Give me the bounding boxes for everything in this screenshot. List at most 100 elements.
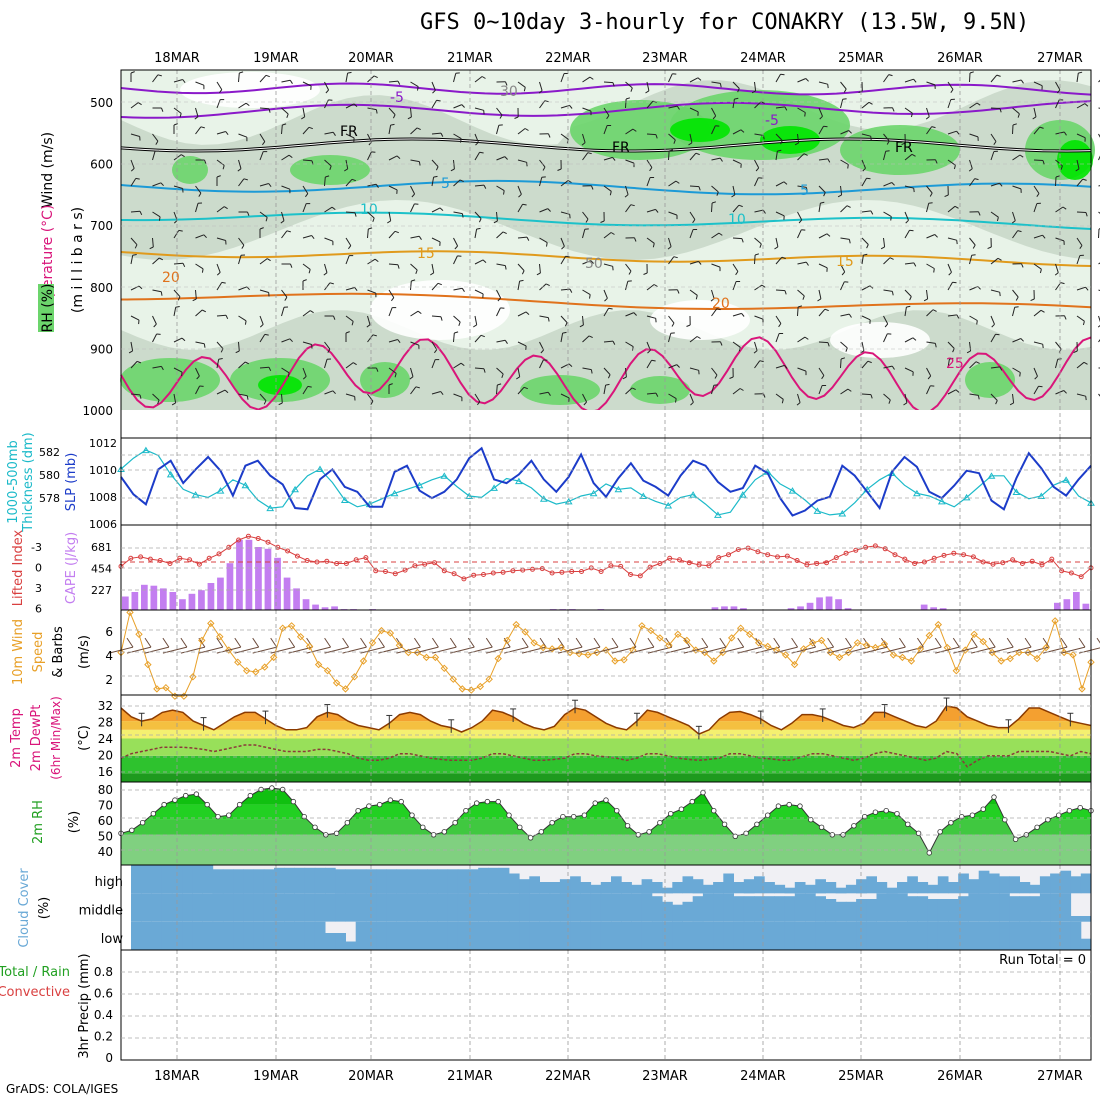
cloud-middle-cell (356, 893, 367, 921)
cloud-low-cell (642, 922, 653, 950)
mb-tick-label: 1000 (82, 404, 113, 418)
rh2m-tick: 70 (98, 799, 113, 813)
wind-barb-flag (871, 136, 872, 140)
cloud-middle-cell (223, 893, 234, 921)
cloud-high-cell (1050, 874, 1061, 894)
slp-tick: 1010 (89, 464, 117, 477)
wind-barb-flag (563, 332, 567, 333)
cape-bar (189, 594, 196, 610)
x-tick-label-bottom: 24MAR (740, 1069, 786, 1084)
cloud-high-cell (683, 876, 694, 893)
cloud-high-cell (866, 876, 877, 893)
cape-bar (227, 563, 234, 610)
wind-barb-10m-flag (235, 638, 241, 647)
cloud-high-cell (713, 882, 724, 893)
cloud-middle-cell (764, 896, 775, 922)
cloud-low-cell (478, 922, 489, 950)
cloud-low-cell (938, 922, 949, 950)
cloud-low-cell (540, 922, 551, 950)
chart-title: GFS 0~10day 3-hourly for CONAKRY (13.5W,… (420, 10, 1029, 35)
cloud-low-cell (223, 922, 234, 950)
cloud-high-cell (550, 882, 561, 893)
wind-barb-flag (781, 74, 785, 75)
wind-barb-10m-flag (253, 638, 259, 647)
wind-barb-flag (1015, 307, 1019, 308)
cloud-low-cell (683, 922, 694, 950)
rh-2m-point (755, 822, 760, 827)
wind-barb-flag (867, 178, 871, 179)
rh-2m-point (776, 804, 781, 809)
rh-moist-patch (670, 118, 730, 142)
mb-tick-label: 900 (90, 342, 113, 356)
cloud-low-cell (836, 922, 847, 950)
cloud-high-cell (1009, 876, 1020, 893)
cape-bar (217, 578, 224, 610)
rh-2m-point (130, 828, 135, 833)
wind-barb-flag (161, 292, 162, 296)
wind-barb (776, 290, 785, 291)
temp-band (121, 756, 1091, 773)
cloud-middle-cell (284, 893, 295, 921)
cloud-high-cell (836, 888, 847, 894)
cloud-middle-cell (325, 893, 336, 921)
wind10-tick: 6 (105, 625, 113, 639)
cloud-high-cell (243, 869, 254, 893)
cloud-middle-cell (1060, 893, 1071, 921)
cloud-low-cell (611, 922, 622, 950)
cloud-low-cell (785, 922, 796, 950)
thickness-line (121, 450, 1091, 515)
wind-barb-flag (957, 240, 958, 244)
wind-barb-flag (843, 99, 847, 100)
cape-bar (331, 606, 338, 610)
ylabel-temp2m-3: (6hr Min/Max) (49, 696, 63, 780)
cloud-low-cell (151, 922, 162, 950)
wind-barb-flag (133, 255, 137, 256)
contour-label: 5 (800, 183, 809, 199)
wind-barb-flag (977, 321, 978, 325)
cloud-middle-cell (723, 893, 734, 921)
cloud-low-cell (1009, 922, 1020, 950)
cloud-middle-cell (529, 893, 540, 921)
cloud-high-cell (315, 868, 326, 894)
wind-barb-10m-flag (1025, 638, 1031, 647)
wind-barb-flag (308, 386, 312, 387)
cloud-middle-cell (744, 896, 755, 922)
ylabel-rh2m-unit: (%) (67, 811, 82, 834)
ylabel-lifted: Lifted Index (11, 529, 26, 606)
wind-barb-flag (609, 308, 613, 309)
cloud-low-cell (580, 922, 591, 950)
wind-barb-10m-flag (163, 638, 169, 647)
temp2m-tick: 32 (98, 699, 113, 713)
cloud-middle-cell (427, 893, 438, 921)
wind-barb (1056, 177, 1057, 186)
wind-barb-10m-flag (630, 638, 636, 647)
cloud-middle-cell (264, 893, 275, 921)
cloud-high-cell (999, 876, 1010, 893)
footer-credit: GrADS: COLA/IGES (6, 1082, 118, 1096)
slp-tick: 1006 (89, 518, 117, 531)
cloud-middle-cell (703, 893, 714, 921)
wind-barb-flag (348, 72, 352, 73)
cloud-middle-cell (509, 893, 520, 921)
wind-barb (1013, 125, 1014, 134)
cloud-high-cell (877, 882, 888, 893)
cloud-high-cell (151, 865, 162, 893)
rh-2m-point (183, 793, 188, 798)
rh-2m-point (507, 813, 512, 818)
wind-barb (647, 134, 656, 135)
slp-tick: 1012 (89, 437, 117, 450)
wind-barb-10m-flag (414, 638, 420, 647)
cloud-low-cell (162, 922, 173, 950)
cloud-middle-cell (948, 899, 959, 922)
cloud-low-cell (407, 922, 418, 950)
cloud-low-cell (560, 922, 571, 950)
rh-2m-point (162, 802, 167, 807)
cloud-middle-cell (856, 899, 867, 922)
wind-barb (841, 359, 842, 368)
cloud-high-cell (805, 885, 816, 894)
cloud-low-cell (1020, 922, 1031, 950)
cloud-low-cell (325, 933, 336, 950)
cloud-high-cell (754, 876, 765, 893)
